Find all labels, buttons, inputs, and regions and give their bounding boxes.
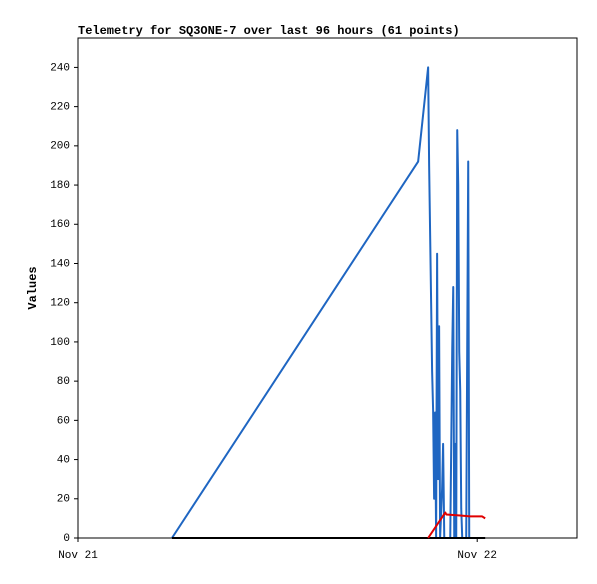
y-tick-label: 120 xyxy=(50,298,70,310)
y-tick-label: 200 xyxy=(50,141,70,153)
y-tick-label: 240 xyxy=(50,62,70,74)
y-axis-label: Values xyxy=(26,266,40,309)
plot-frame xyxy=(77,37,578,539)
y-tick-label: 220 xyxy=(50,102,70,114)
y-tick-label: 180 xyxy=(50,180,70,192)
x-tick-label: Nov 22 xyxy=(457,550,497,562)
y-tick-label: 60 xyxy=(57,415,70,427)
data-line xyxy=(427,511,486,539)
y-tick-label: 160 xyxy=(50,219,70,231)
chart-title: Telemetry for SQ3ONE-7 over last 96 hour… xyxy=(78,24,460,38)
y-tick-label: 40 xyxy=(57,454,70,466)
y-tick-label: 100 xyxy=(50,337,70,349)
x-tick-label: Nov 21 xyxy=(58,550,98,562)
y-tick-label: 140 xyxy=(50,258,70,270)
y-tick-label: 80 xyxy=(57,376,70,388)
y-tick-label: 20 xyxy=(57,494,70,506)
y-tick-label: 0 xyxy=(63,533,70,545)
data-line xyxy=(171,66,471,539)
